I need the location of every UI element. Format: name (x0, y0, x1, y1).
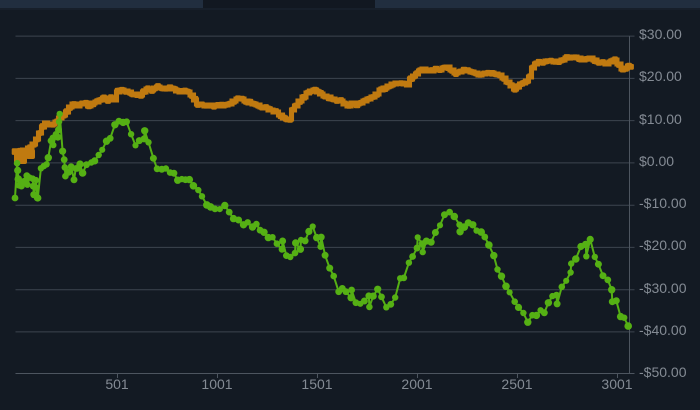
svg-text:$20.00: $20.00 (639, 68, 682, 84)
svg-text:501: 501 (105, 376, 129, 392)
svg-text:-$20.00: -$20.00 (639, 237, 687, 253)
svg-text:1001: 1001 (201, 376, 232, 392)
svg-text:$30.00: $30.00 (639, 26, 682, 42)
svg-text:$10.00: $10.00 (639, 111, 682, 127)
svg-text:2001: 2001 (401, 376, 432, 392)
svg-text:-$40.00: -$40.00 (639, 322, 687, 338)
svg-text:3001: 3001 (601, 376, 632, 392)
svg-text:-$50.00: -$50.00 (639, 364, 687, 380)
svg-text:2501: 2501 (501, 376, 532, 392)
svg-text:1501: 1501 (301, 376, 332, 392)
svg-text:$0.00: $0.00 (639, 153, 674, 169)
svg-text:-$10.00: -$10.00 (639, 195, 687, 211)
svg-text:-$30.00: -$30.00 (639, 280, 687, 296)
